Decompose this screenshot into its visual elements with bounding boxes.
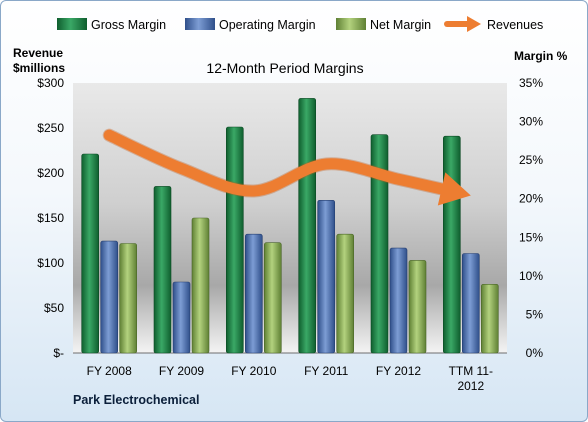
bar-gross-margin-3 [298,98,317,354]
left-axis-title-line2: $millions [13,61,65,75]
legend-swatch-net-margin [336,18,366,30]
left-tick-label: $50 [44,301,64,315]
category-label: 2012 [457,379,484,393]
right-tick-label: 30% [519,115,543,129]
bar-operating-margin-5 [461,253,480,354]
right-tick-label: 0% [526,346,544,360]
bar-gross-margin-5 [442,135,461,354]
right-axis-title: Margin % [514,49,568,63]
legend-swatch-gross-margin [57,18,87,30]
bar-gross-margin-4 [370,134,389,354]
chart-title: 12-Month Period Margins [206,60,363,76]
right-tick-label: 20% [519,192,543,206]
left-tick-label: $300 [37,76,64,90]
legend-label-operating-margin: Operating Margin [219,18,316,32]
category-label: FY 2011 [304,364,349,378]
bar-operating-margin-2 [245,233,263,354]
bar-net-margin-0 [119,243,137,354]
category-label: FY 2009 [159,364,204,378]
left-tick-label: $250 [37,121,64,135]
legend-label-gross-margin: Gross Margin [91,18,166,32]
bar-operating-margin-1 [172,281,191,354]
bar-operating-margin-4 [389,247,408,354]
category-label: TTM 11- [449,364,493,378]
bar-net-margin-3 [336,233,355,354]
plot-area [73,83,507,353]
revenue-line-layer [102,128,471,206]
revenues-arrowhead [437,172,471,206]
category-label: FY 2010 [231,364,276,378]
left-tick-label: $150 [37,211,64,225]
left-tick-label: $200 [37,166,64,180]
left-tick-label: $100 [37,256,64,270]
bar-gross-margin-2 [226,126,244,354]
right-tick-label: 35% [519,76,543,90]
bar-operating-margin-3 [317,200,336,354]
left-tick-label: $- [53,346,64,360]
right-tick-label: 15% [519,230,543,244]
bar-net-margin-4 [408,260,427,354]
bar-net-margin-2 [263,242,282,354]
left-axis-title-line1: Revenue [13,46,63,60]
legend-revenues-arrow-icon [444,16,481,32]
right-tick-label: 10% [519,269,543,283]
legend: Gross Margin Operating Margin Net Margin… [57,16,543,32]
legend-swatch-operating-margin [185,18,215,30]
right-tick-label: 5% [526,307,544,321]
bar-net-margin-1 [191,217,210,354]
bar-net-margin-5 [480,283,499,354]
tick-labels-layer: $- $50 $100 $150 $200 $250 $300 0% 5% 10% 15% 20% 25… [37,76,543,393]
legend-label-revenues: Revenues [487,18,543,32]
bar-operating-margin-0 [100,240,118,354]
category-label: FY 2012 [376,364,421,378]
company-name: Park Electrochemical [73,393,199,407]
category-label: FY 2008 [87,364,132,378]
right-tick-label: 25% [519,153,543,167]
revenues-line [103,129,459,198]
legend-label-net-margin: Net Margin [370,18,431,32]
bar-gross-margin-1 [153,186,172,354]
bar-gross-margin-0 [81,153,99,354]
